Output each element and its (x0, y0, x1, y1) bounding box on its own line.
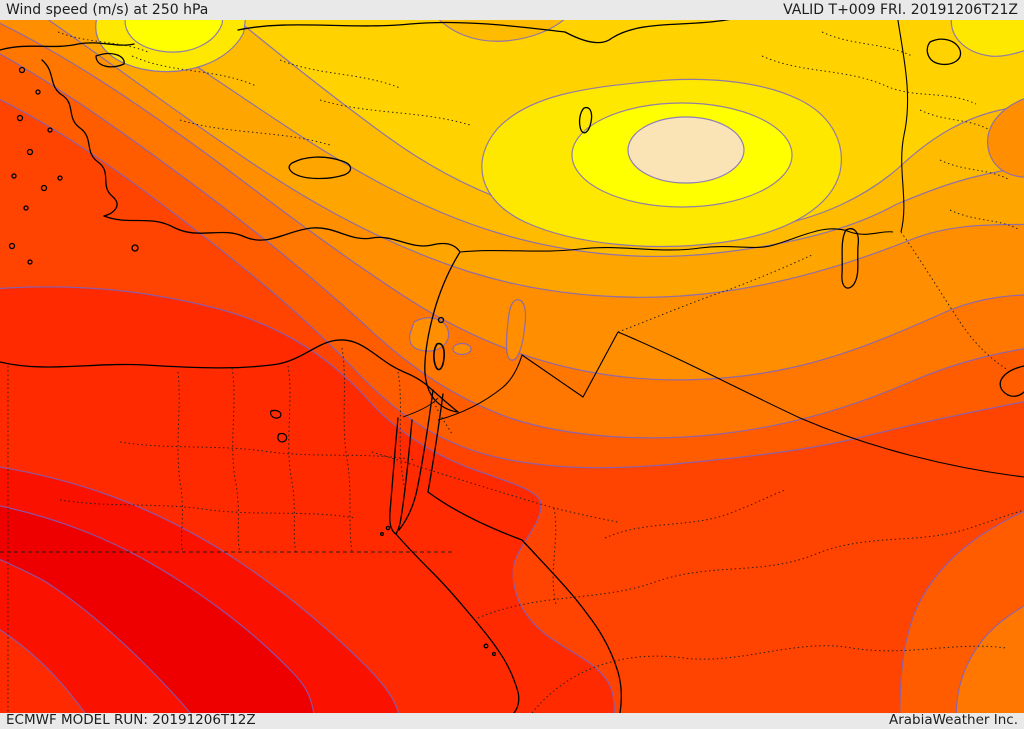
jordan-saudi-border (437, 331, 619, 421)
dotted-borders (0, 31, 1024, 714)
gulf-of-suez-west (389, 417, 399, 535)
iraq-iran-border (900, 231, 1009, 371)
red-sea-island (385, 525, 391, 531)
egypt-admin-border (287, 365, 297, 553)
iraq-saudi-border (617, 331, 1024, 478)
footer-bar: ECMWF MODEL RUN: 20191206T12Z ArabiaWeat… (0, 713, 1024, 729)
red-sea-island (379, 531, 385, 537)
model-run-label: ECMWF MODEL RUN: 20191206T12Z (6, 712, 256, 729)
caucasus-border (761, 55, 977, 105)
aegean-island (47, 127, 53, 133)
aegean-island (23, 205, 29, 211)
marmara-sea (95, 52, 125, 68)
solid-borders (402, 13, 1024, 478)
lake-urmia (841, 228, 860, 289)
red-sea-east-shore (427, 491, 622, 714)
turkey-south-coast (103, 215, 461, 253)
balkan-border (57, 31, 149, 53)
dead-sea (433, 342, 445, 371)
gulf-of-aqaba-east (427, 393, 444, 493)
saudi-admin-border (531, 645, 1007, 714)
aegean-coast (41, 59, 118, 217)
aegean-island (40, 184, 48, 192)
egypt-admin-border (177, 371, 184, 553)
aegean-island (18, 66, 26, 74)
levant-coast (424, 251, 461, 413)
jet-cream-core (627, 116, 745, 184)
marmara-coast (0, 42, 135, 51)
header-bar: Wind speed (m/s) at 250 hPa VALID T+009 … (0, 0, 1024, 20)
turkey-syria-border (459, 228, 894, 253)
blob-levant-3 (505, 299, 527, 361)
wadi-rayan-lake (277, 432, 288, 443)
band-deep-red (0, 505, 317, 729)
aegean-island (57, 175, 63, 181)
aegean-island (26, 148, 34, 156)
red-sea-island (491, 651, 497, 657)
sea-of-galilee (437, 316, 445, 324)
gulf-of-suez-east (395, 419, 413, 535)
aegean-island (11, 173, 17, 179)
valid-time-label: VALID T+009 FRI. 20191206T21Z (783, 2, 1018, 18)
blob-levant-2 (452, 342, 472, 356)
caucasus-border (821, 31, 913, 57)
lake-van (926, 38, 962, 66)
red-sea-island (483, 643, 489, 649)
egypt-admin-border (231, 367, 241, 553)
turkey-grid-line (179, 119, 331, 146)
cyprus-island (288, 156, 352, 180)
brand-label: ArabiaWeather Inc. (888, 712, 1018, 729)
aegean-island (16, 114, 24, 122)
lake-tuz (578, 106, 593, 134)
aegean-island (35, 89, 41, 95)
red-sea-west-shore (395, 533, 520, 714)
suez-canal (402, 397, 439, 418)
aegean-island (27, 259, 33, 265)
gulf-of-aqaba-west (398, 389, 434, 531)
rhodes-island (131, 244, 139, 252)
turkey-grid-line (319, 99, 471, 126)
map-title: Wind speed (m/s) at 250 hPa (6, 2, 209, 18)
turkey-iran-border (896, 13, 909, 233)
persian-gulf-coast (999, 365, 1024, 397)
aegean-island (8, 242, 16, 250)
egypt-coast (0, 339, 459, 413)
turkey-grid-line (279, 59, 401, 89)
saudi-admin-border (477, 509, 1024, 619)
saudi-admin-border (552, 507, 557, 605)
lake-qarun (269, 409, 282, 419)
pocket-orange-right (987, 98, 1024, 178)
balkan-border (131, 55, 257, 87)
egypt-admin-border (341, 347, 353, 553)
israel-jordan-border (431, 397, 453, 435)
band-corner-orange2 (955, 605, 1024, 729)
